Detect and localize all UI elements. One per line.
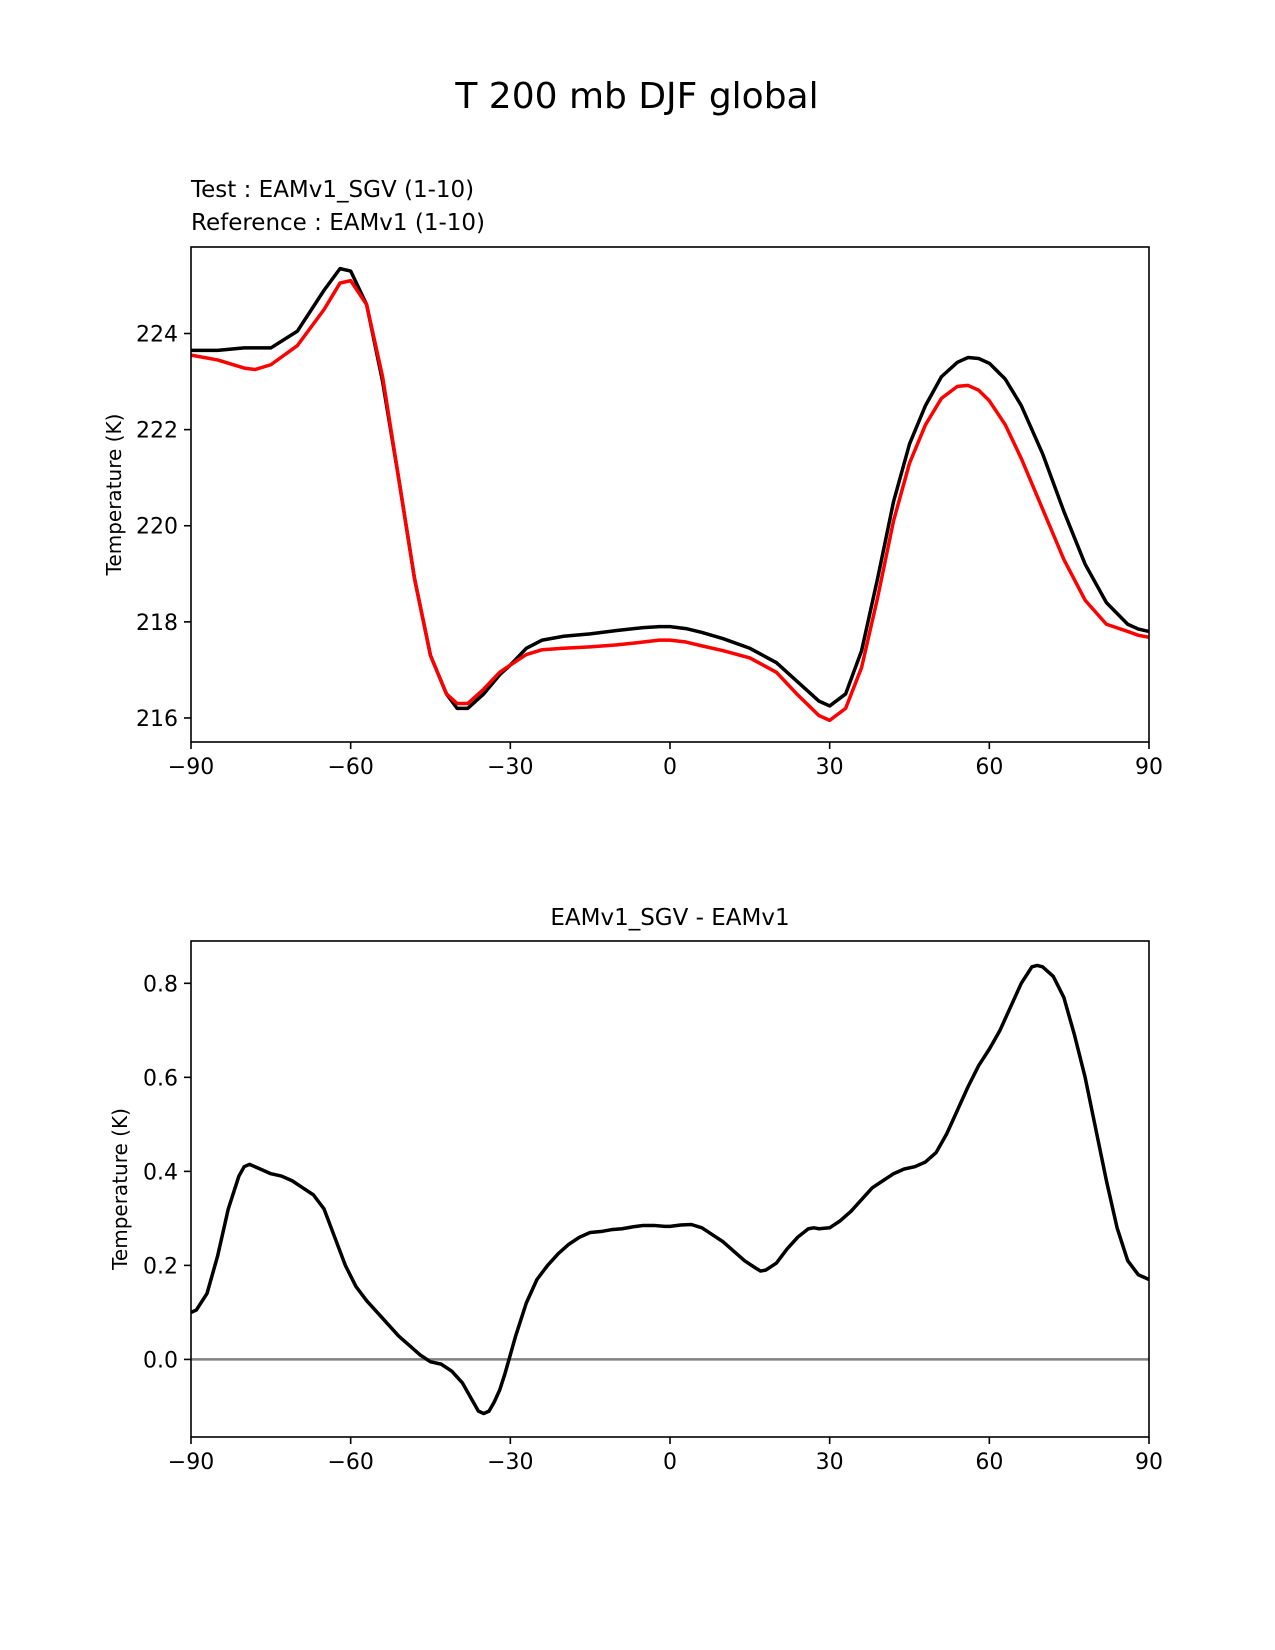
x-tick-label: 60 (975, 1450, 1003, 1475)
x-tick-label: 30 (816, 1450, 844, 1475)
y-tick-label: 224 (136, 323, 178, 348)
x-tick-label: −90 (168, 755, 214, 780)
top-panel: −90 −60 −30 0 30 60 90 216 218 220 222 224 Temperatu… (102, 246, 1163, 780)
series-line-1 (190, 278, 1150, 723)
x-tick-label: −60 (327, 1450, 373, 1475)
x-tick-label: 0 (663, 1450, 677, 1475)
x-tick-label: −30 (487, 755, 533, 780)
figure-title: T 200 mb DJF global (454, 76, 818, 117)
y-tick-label: 222 (136, 419, 178, 444)
y-tick-label: 216 (136, 707, 178, 732)
axes-frame (190, 246, 1150, 743)
x-tick-label: −60 (327, 755, 373, 780)
legend-test-label: Test : EAMv1_SGV (1-10) (190, 177, 474, 203)
bottom-panel-title: EAMv1_SGV - EAMv1 (550, 905, 789, 931)
x-tick-label: 90 (1135, 1450, 1163, 1475)
x-tick-label: −90 (168, 1450, 214, 1475)
series-line-0 (190, 963, 1150, 1416)
x-tick-label: 60 (975, 755, 1003, 780)
x-tick-label: 90 (1135, 755, 1163, 780)
y-tick-label: 220 (136, 515, 178, 540)
x-tick-label: 0 (663, 755, 677, 780)
x-tick-label: −30 (487, 1450, 533, 1475)
legend-reference-label: Reference : EAMv1 (1-10) (191, 210, 485, 236)
bottom-panel: −90 −60 −30 0 30 60 90 0.0 0.2 0.4 0.6 0.8 Temperatu… (108, 940, 1163, 1475)
y-tick-label: 218 (136, 611, 178, 636)
y-tick-label: 0.4 (143, 1160, 178, 1185)
series-line-0 (191, 266, 1150, 711)
y-tick-label: 0.2 (143, 1254, 178, 1279)
x-tick-label: 30 (816, 755, 844, 780)
y-tick-label: 0.0 (143, 1348, 178, 1373)
y-axis-label: Temperature (K) (108, 1108, 132, 1271)
y-tick-label: 0.8 (143, 972, 178, 997)
y-axis-label: Temperature (K) (102, 414, 126, 577)
y-tick-label: 0.6 (143, 1066, 178, 1091)
